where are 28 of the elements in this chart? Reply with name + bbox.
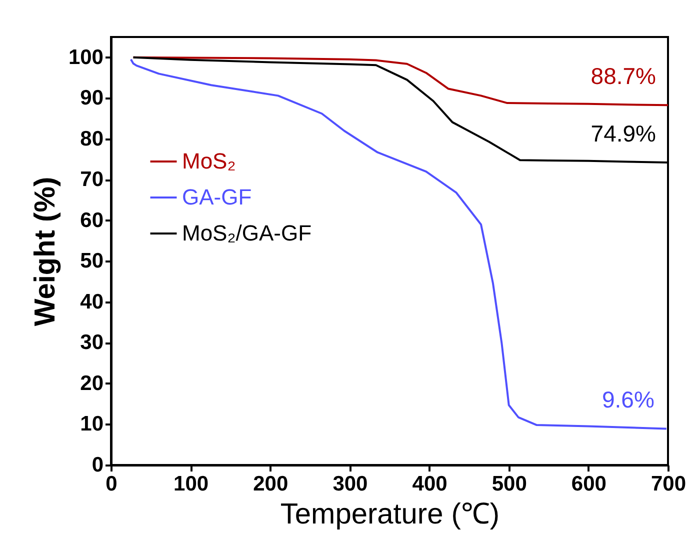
legend-label: GA-GF	[182, 184, 252, 210]
y-axis-title: Weight (%)	[29, 176, 62, 326]
y-tick-label: 0	[92, 454, 104, 476]
y-tick-label: 50	[80, 250, 104, 273]
y-tick-label: 30	[80, 331, 104, 354]
y-tick-label: 10	[80, 412, 104, 436]
y-tick-label: 70	[80, 168, 104, 192]
y-tick-label: 20	[80, 372, 104, 395]
line-series	[130, 58, 668, 430]
annotation: 9.6%	[602, 386, 654, 413]
annotation: 74.9%	[590, 120, 656, 147]
x-tick-label: 700	[650, 472, 686, 496]
y-tick-label: 90	[80, 86, 104, 110]
legend-label: MoS₂	[182, 148, 236, 174]
legend-label: MoS₂/GA-GF	[182, 220, 312, 246]
x-tick-label: 200	[253, 472, 288, 496]
x-tick-label: 600	[571, 472, 606, 496]
x-axis-title: Temperature (℃)	[280, 498, 500, 530]
x-tick-label: 300	[332, 472, 368, 496]
y-tick-label: 40	[80, 290, 104, 314]
x-tick-label: 400	[412, 472, 448, 496]
y-tick-label: 80	[80, 127, 104, 150]
y-tick-label: 100	[68, 46, 104, 69]
y-tick-label: 60	[80, 208, 104, 232]
x-tick-label: 100	[174, 472, 209, 496]
x-tick-label: 0	[106, 472, 118, 496]
x-tick-label: 500	[492, 472, 527, 496]
annotation: 88.7%	[590, 63, 656, 90]
